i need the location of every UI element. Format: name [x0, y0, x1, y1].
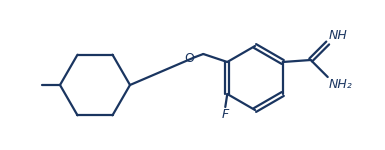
Text: O: O	[184, 52, 194, 66]
Text: NH: NH	[329, 29, 348, 42]
Text: F: F	[222, 108, 229, 121]
Text: NH₂: NH₂	[329, 78, 352, 91]
